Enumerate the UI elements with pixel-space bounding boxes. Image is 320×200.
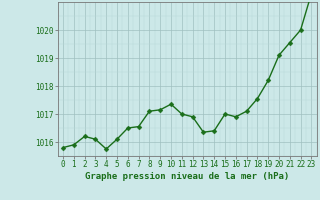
- X-axis label: Graphe pression niveau de la mer (hPa): Graphe pression niveau de la mer (hPa): [85, 172, 289, 181]
